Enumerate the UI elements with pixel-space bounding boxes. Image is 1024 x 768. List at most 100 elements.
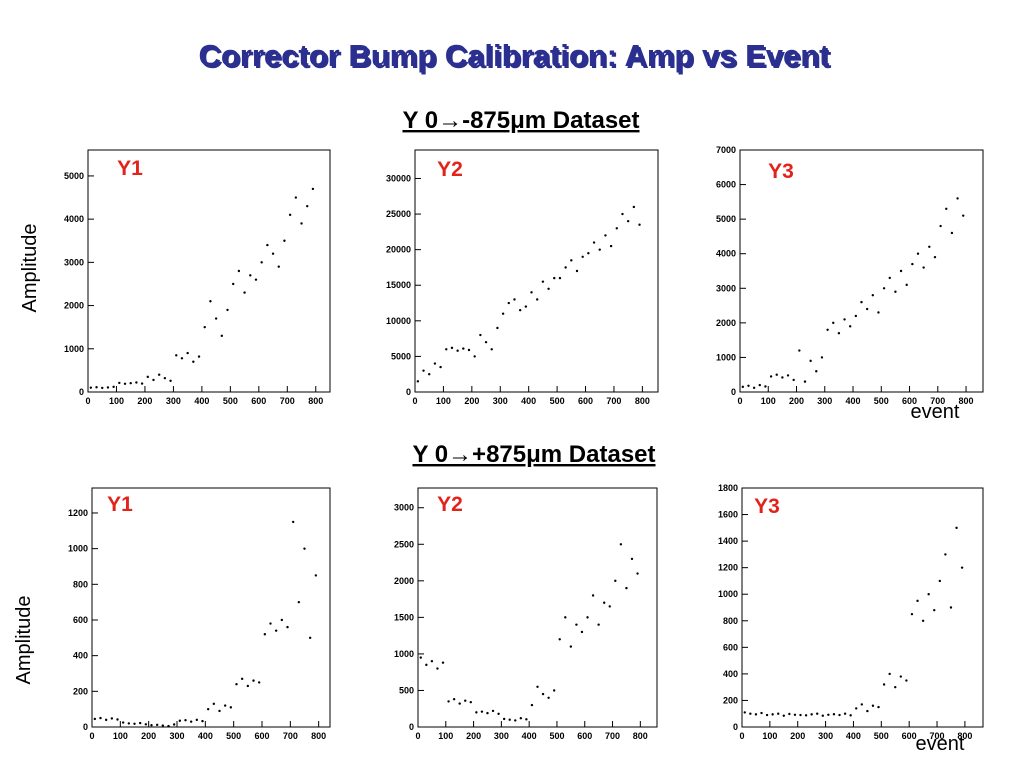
point (871, 294, 875, 297)
x-tick-label: 100 (762, 731, 777, 741)
point (536, 685, 539, 689)
point (945, 207, 948, 210)
point (604, 234, 607, 237)
point (905, 283, 908, 287)
x-tick-label: 700 (605, 731, 620, 741)
x-tick-label: 100 (761, 396, 776, 406)
x-tick-label: 300 (493, 396, 508, 406)
point (741, 385, 745, 389)
y-tick-label: 1500 (394, 612, 414, 622)
point (575, 269, 579, 273)
x-tick-label: 600 (902, 731, 917, 741)
point (764, 385, 767, 388)
y-tick-label: 3000 (716, 283, 736, 293)
y-tick-label: 7000 (716, 145, 736, 155)
point (496, 326, 499, 330)
x-tick-label: 0 (412, 396, 417, 406)
point (172, 723, 176, 726)
point (513, 298, 516, 301)
point (484, 340, 488, 344)
point (804, 714, 808, 717)
panel-label: Y1 (107, 493, 133, 516)
point (314, 574, 318, 577)
point (625, 586, 628, 590)
point (877, 705, 880, 709)
x-tick-label: 300 (818, 731, 833, 741)
point (306, 204, 309, 208)
section-title: Y 0→+875μm Dataset (412, 441, 655, 468)
point (479, 333, 482, 337)
point (809, 359, 812, 363)
point (615, 227, 618, 230)
point (106, 386, 110, 389)
point (524, 305, 528, 308)
point (632, 205, 636, 209)
point (962, 214, 965, 217)
y-tick-label: 0 (83, 722, 88, 732)
point (911, 262, 914, 266)
point (286, 625, 289, 629)
point (888, 672, 891, 676)
point (121, 721, 125, 724)
point (497, 712, 500, 716)
point (229, 706, 233, 709)
point (123, 382, 127, 385)
point (758, 383, 761, 387)
point (110, 717, 114, 720)
point (765, 713, 769, 717)
x-tick-label: 400 (846, 396, 861, 406)
point (146, 375, 149, 379)
point (580, 630, 584, 634)
point (854, 314, 858, 318)
x-tick-label: 800 (635, 396, 650, 406)
y-tick-label: 1000 (64, 344, 84, 354)
point (944, 553, 947, 556)
point (888, 276, 891, 280)
point (237, 269, 241, 273)
point (311, 187, 315, 191)
point (747, 384, 750, 387)
point (93, 717, 97, 721)
point (518, 308, 522, 312)
point (877, 311, 880, 314)
point (308, 636, 312, 640)
x-tick-label: 600 (577, 731, 592, 741)
y-tick-label: 2000 (64, 301, 84, 311)
point (419, 656, 422, 659)
x-tick-label: 0 (89, 731, 94, 741)
x-tick-label: 0 (739, 731, 744, 741)
point (277, 265, 280, 268)
point (294, 196, 298, 199)
y-tick-label: 400 (723, 669, 738, 679)
x-tick-label: 100 (438, 731, 453, 741)
point (781, 376, 784, 379)
point (452, 698, 456, 701)
point (587, 252, 590, 255)
point (860, 703, 864, 706)
x-tick-label: 500 (226, 731, 241, 741)
y-tick-label: 15000 (386, 280, 411, 290)
x-tick-label: 300 (494, 731, 509, 741)
point (581, 255, 584, 258)
plot-frame (417, 487, 658, 728)
point (939, 224, 942, 228)
x-tick-label: 600 (254, 731, 269, 741)
point (157, 373, 161, 376)
y-tick-label: 30000 (386, 173, 411, 183)
point (201, 719, 204, 723)
x-tick-label: 500 (550, 396, 565, 406)
point (249, 274, 252, 277)
point (586, 616, 589, 619)
x-tick-label: 200 (137, 396, 152, 406)
point (621, 212, 624, 216)
point (638, 223, 641, 226)
point (180, 357, 184, 360)
y-tick-label: 1000 (718, 589, 738, 599)
x-tick-label: 800 (311, 731, 326, 741)
point (491, 709, 495, 713)
point (933, 608, 936, 612)
point (129, 381, 132, 385)
point (169, 379, 172, 382)
point (927, 593, 930, 596)
point (112, 385, 115, 389)
